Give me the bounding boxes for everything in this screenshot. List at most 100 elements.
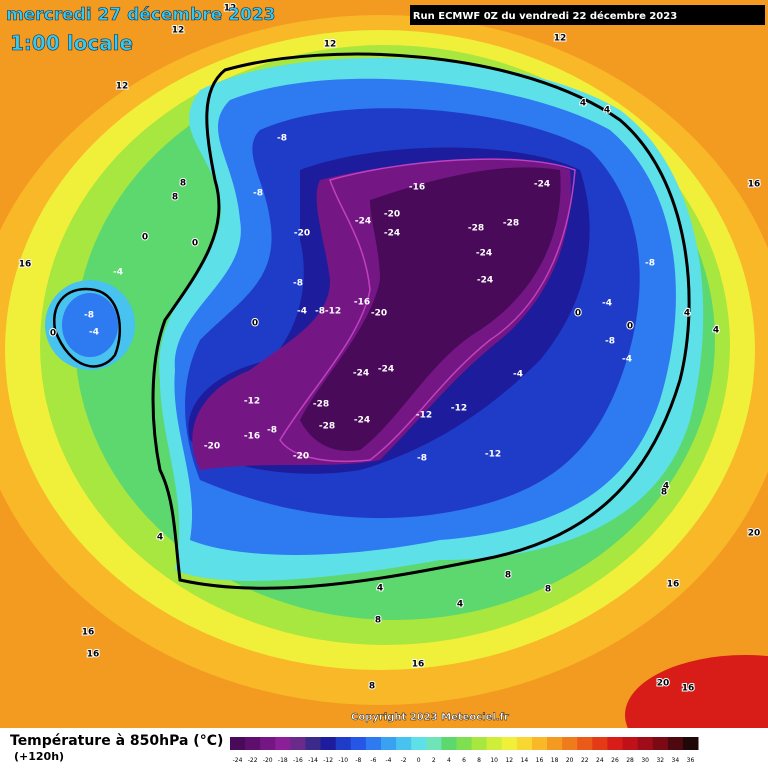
contour-label: -4 bbox=[513, 370, 523, 380]
colorbar-label: 22 bbox=[581, 757, 589, 764]
contour-label: -12 bbox=[325, 307, 341, 317]
colorbar-label: -8 bbox=[355, 757, 361, 764]
contour-label: 16 bbox=[19, 260, 32, 270]
contour-label: -24 bbox=[384, 229, 400, 239]
contour-label: 16 bbox=[667, 580, 680, 590]
contour-label: -8 bbox=[277, 134, 287, 144]
colorbar-label: 30 bbox=[641, 757, 649, 764]
colorbar-swatch bbox=[275, 737, 291, 750]
colorbar-swatch bbox=[577, 737, 593, 750]
contour-label: -4 bbox=[113, 268, 123, 278]
colorbar-swatch bbox=[411, 737, 427, 750]
colorbar-label: 28 bbox=[626, 757, 634, 764]
contour-label: 4 bbox=[713, 326, 719, 336]
contour-label: 0 bbox=[142, 233, 148, 243]
colorbar-swatch bbox=[486, 737, 503, 750]
colorbar-label: 32 bbox=[656, 757, 664, 764]
colorbar-swatch bbox=[471, 737, 488, 750]
colorbar-label: 34 bbox=[672, 757, 680, 764]
contour-label: 4 bbox=[157, 533, 163, 543]
contour-label: -8 bbox=[315, 307, 325, 317]
contour-label: 20 bbox=[657, 679, 670, 689]
colorbar-swatch bbox=[562, 737, 578, 750]
colorbar-label: 24 bbox=[596, 757, 604, 764]
contour-label: -4 bbox=[622, 355, 632, 365]
colorbar-label: 0 bbox=[417, 757, 421, 764]
colorbar-label: -12 bbox=[323, 757, 333, 764]
contour-label: 8 bbox=[180, 179, 186, 189]
contour-label: 8 bbox=[505, 571, 511, 581]
contour-label: -28 bbox=[313, 400, 329, 410]
contour-label: -24 bbox=[353, 369, 369, 379]
contour-label: 12 bbox=[116, 82, 129, 92]
contour-label: -12 bbox=[451, 404, 467, 414]
contour-label: -8 bbox=[605, 337, 615, 347]
contour-label: -24 bbox=[355, 217, 371, 227]
contour-label: -8 bbox=[293, 279, 303, 289]
contour-label: 0 bbox=[252, 319, 258, 329]
colorbar-swatch bbox=[441, 737, 457, 750]
colorbar-swatch bbox=[607, 737, 624, 750]
contour-label: -20 bbox=[384, 210, 400, 220]
contour-label: 8 bbox=[661, 488, 667, 498]
colorbar-swatch bbox=[320, 737, 337, 750]
colorbar-label: 18 bbox=[551, 757, 559, 764]
colorbar-swatch bbox=[682, 737, 699, 750]
contour-label: -4 bbox=[89, 328, 99, 338]
contour-label: -20 bbox=[294, 229, 310, 239]
colorbar-swatch bbox=[637, 737, 654, 750]
contour-label: 8 bbox=[545, 585, 551, 595]
colorbar-swatch bbox=[652, 737, 669, 750]
colorbar-label: -16 bbox=[293, 757, 303, 764]
colorbar-swatch bbox=[667, 737, 684, 750]
colorbar: -24 -22 -20 -18 -16 -14 -12 -10 -8 -6 -4 -2 0 2 4 6 8 10 1… bbox=[230, 737, 699, 764]
contour-label: 4 bbox=[663, 482, 669, 492]
colorbar-swatch bbox=[230, 737, 246, 750]
contour-label: -28 bbox=[319, 422, 335, 432]
colorbar-label: 4 bbox=[447, 757, 451, 764]
colorbar-label: 36 bbox=[687, 757, 695, 764]
colorbar-label: 2 bbox=[432, 757, 436, 764]
contour-label: 0 bbox=[192, 239, 198, 249]
contour-label: -20 bbox=[293, 452, 309, 462]
colorbar-swatch bbox=[516, 737, 533, 750]
colorbar-swatch bbox=[290, 737, 306, 750]
contour-label: 4 bbox=[684, 309, 690, 319]
contour-label: 0 bbox=[575, 309, 581, 319]
contour-label: -8 bbox=[84, 311, 94, 321]
contour-label: 8 bbox=[172, 193, 178, 203]
copyright: Copyright 2023 Meteociel.fr bbox=[351, 712, 509, 723]
contour-label: 4 bbox=[580, 99, 586, 109]
colorbar-swatch bbox=[426, 737, 442, 750]
contour-label: -4 bbox=[602, 299, 612, 309]
colorbar-label: -22 bbox=[248, 757, 258, 764]
colorbar-label: 20 bbox=[566, 757, 574, 764]
colorbar-swatch bbox=[547, 737, 563, 750]
colorbar-swatch bbox=[260, 737, 276, 750]
contour-label: 12 bbox=[224, 4, 237, 14]
contour-label: -24 bbox=[354, 416, 370, 426]
colorbar-swatch bbox=[501, 737, 518, 750]
forecast-date: mercredi 27 décembre 2023 bbox=[6, 5, 275, 25]
contour-label: -8 bbox=[267, 426, 277, 436]
contour-label: 16 bbox=[682, 684, 695, 694]
contour-label: -24 bbox=[378, 365, 394, 375]
contour-label: 4 bbox=[377, 584, 383, 594]
colorbar-swatch bbox=[456, 737, 473, 750]
colorbar-label: -14 bbox=[308, 757, 318, 764]
colorbar-label: 26 bbox=[611, 757, 619, 764]
colorbar-label: 14 bbox=[521, 757, 529, 764]
contour-label: -8 bbox=[253, 189, 263, 199]
contour-label: 12 bbox=[554, 34, 567, 44]
contour-label: -20 bbox=[371, 309, 387, 319]
contour-label: -4 bbox=[297, 307, 307, 317]
colorbar-label: -2 bbox=[401, 757, 407, 764]
colorbar-label: -18 bbox=[278, 757, 288, 764]
colorbar-swatch bbox=[396, 737, 412, 750]
contour-label: 12 bbox=[172, 26, 185, 36]
contour-label: 8 bbox=[369, 682, 375, 692]
colorbar-label: 12 bbox=[505, 757, 513, 764]
contour-label: -16 bbox=[244, 432, 260, 442]
